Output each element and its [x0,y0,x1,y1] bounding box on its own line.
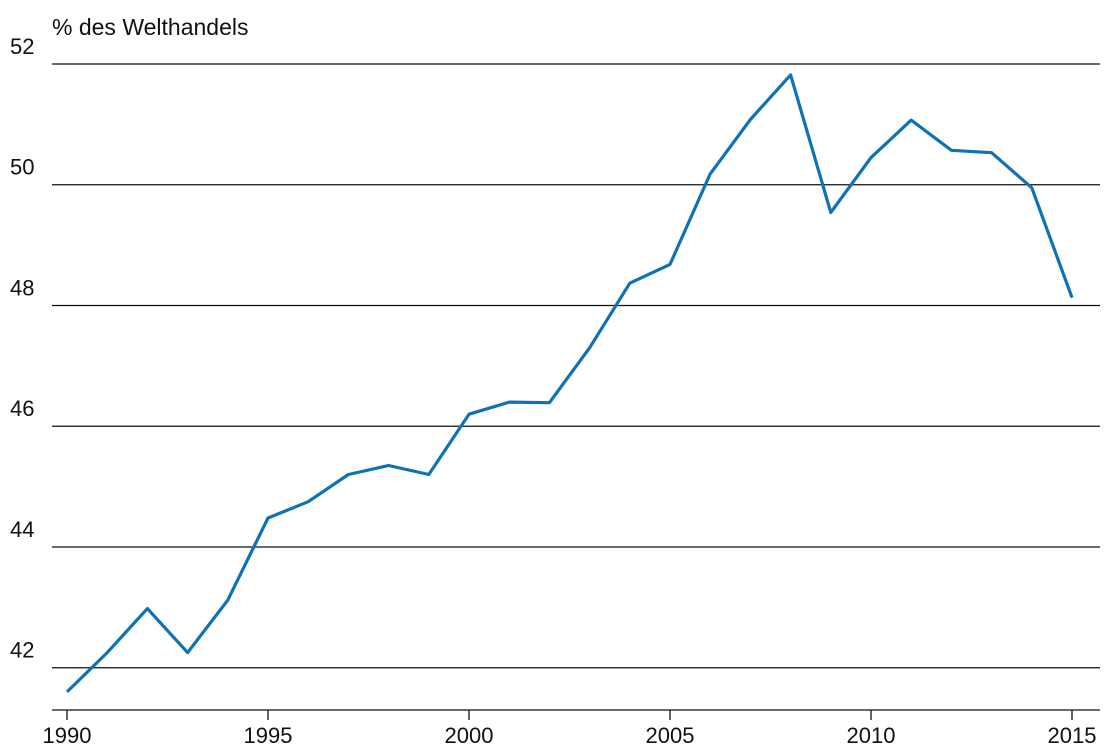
data-point-2000 [467,412,471,416]
data-point-1995 [266,516,270,520]
data-point-2013 [990,151,994,155]
data-point-2008 [789,73,793,77]
series-line-0 [65,73,1074,694]
y-tick-label: 48 [10,275,34,300]
data-point-1992 [145,607,149,611]
y-tick-label: 42 [10,638,34,663]
data-point-2002 [547,401,551,405]
data-point-2006 [708,172,712,176]
x-axis: 1990 1995 2000 2005 2010 2015 [43,709,1100,748]
data-point-1990 [65,690,69,694]
data-point-1994 [226,598,230,602]
y-tick-label: 50 [10,155,34,180]
y-axis-label: % des Welthandels [52,14,249,40]
data-point-2007 [748,118,752,122]
x-tick-label: 2010 [847,723,896,748]
data-point-2010 [869,156,873,160]
data-point-2014 [1030,186,1034,190]
data-point-2009 [829,211,833,215]
data-point-1997 [346,473,350,477]
y-axis-ticks: 42 44 46 48 50 52 [10,34,34,663]
x-tick-label: 2000 [445,723,494,748]
data-point-1991 [105,651,109,655]
data-point-1999 [427,473,431,477]
y-tick-label: 52 [10,34,34,59]
data-point-1996 [306,500,310,504]
y-tick-label: 46 [10,396,34,421]
data-point-1998 [387,463,391,467]
data-point-2003 [588,346,592,350]
x-tick-label: 1990 [43,723,92,748]
data-point-2011 [909,118,913,122]
x-tick-label: 2015 [1048,723,1097,748]
data-point-2005 [668,262,672,266]
data-point-1993 [186,651,190,655]
gridlines [52,63,1100,669]
x-tick-label: 1995 [244,723,293,748]
y-tick-label: 44 [10,517,34,542]
data-point-2001 [507,400,511,404]
series-layer [65,73,1074,694]
data-point-2012 [949,148,953,152]
x-tick-label: 2005 [646,723,695,748]
data-point-2004 [628,281,632,285]
data-point-2015 [1070,296,1074,300]
